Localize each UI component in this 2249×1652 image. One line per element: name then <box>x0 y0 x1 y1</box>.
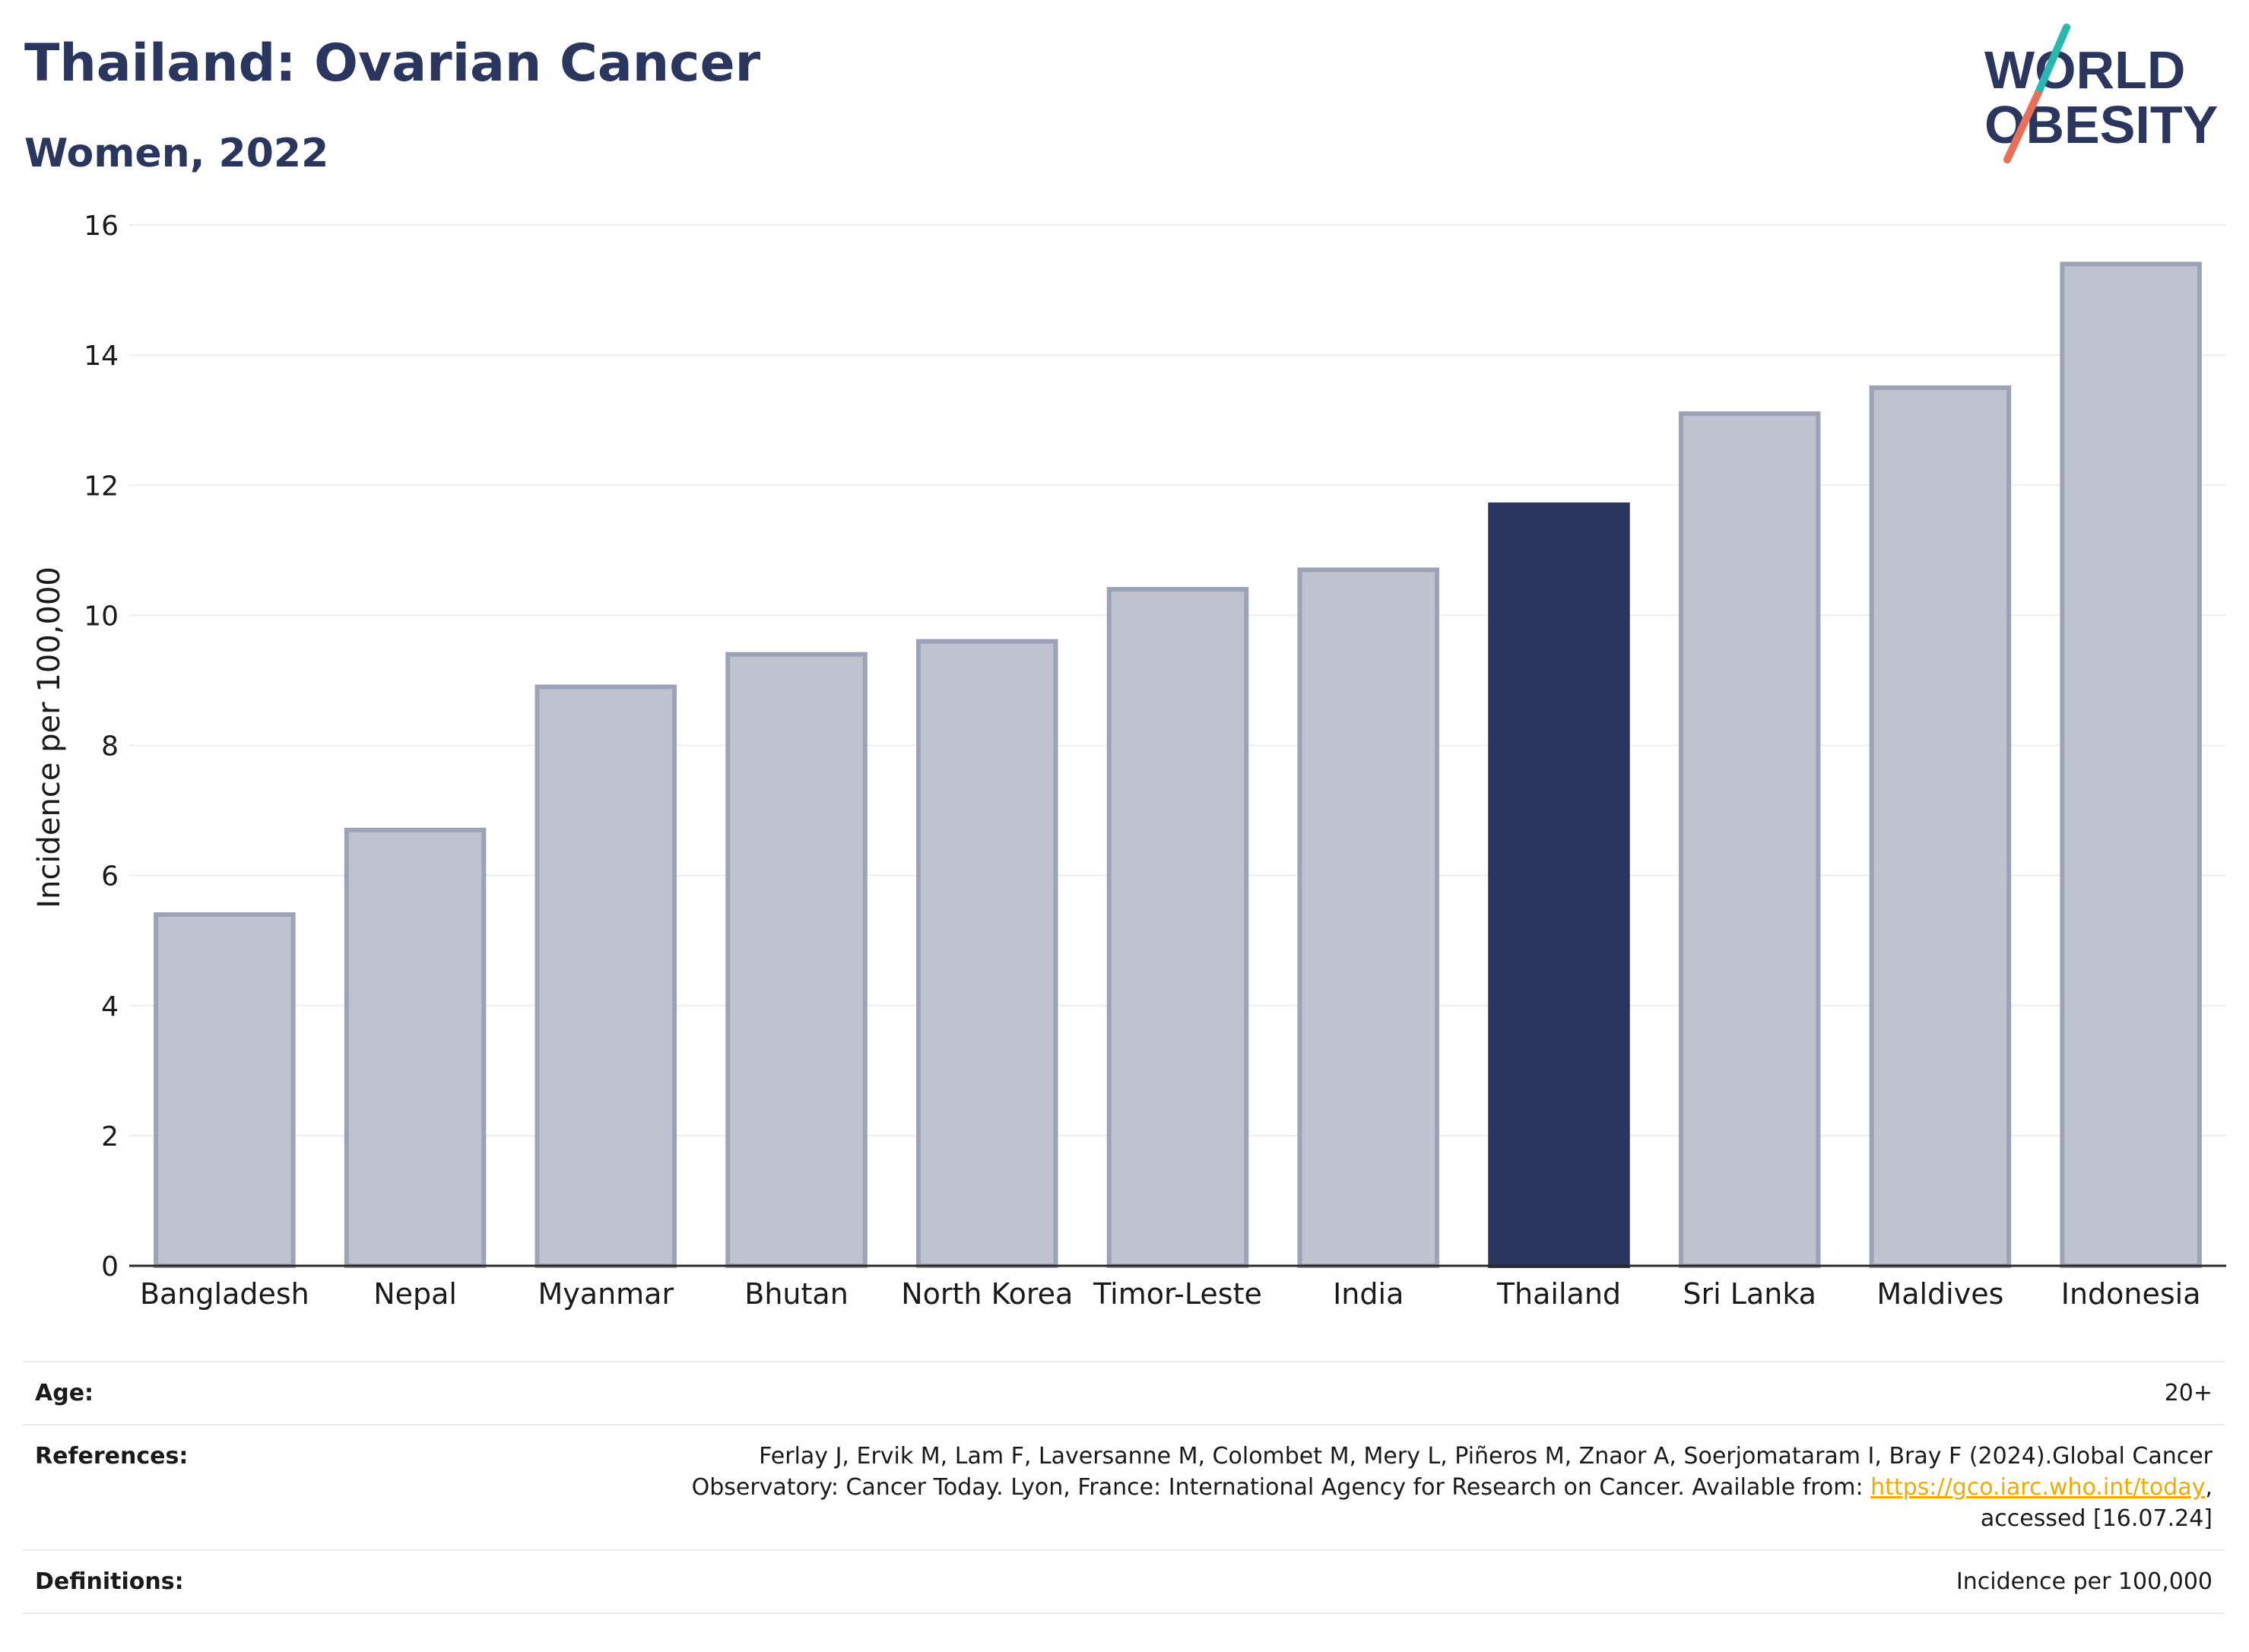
x-tick-label: Nepal <box>373 1277 457 1311</box>
x-tick-label: Sri Lanka <box>1683 1277 1816 1311</box>
bar-chart: 0 2 4 6 8 10 12 14 16 Bangladesh Nepal Myanmar Bhut… <box>32 211 2226 1311</box>
y-tick-label: 0 <box>101 1251 119 1283</box>
bars <box>154 262 2202 1269</box>
y-tick-label: 14 <box>84 341 119 372</box>
references-text-1: Ferlay J, Ervik M, Lam F, Laversanne M, … <box>759 1443 2213 1470</box>
y-tick-labels: 0 2 4 6 8 10 12 14 16 <box>84 211 119 1283</box>
bar-india <box>1297 567 1439 1268</box>
bar-thailand <box>1488 502 1630 1268</box>
y-tick-label: 10 <box>84 601 119 632</box>
info-table: Age: 20+ References: Ferlay J, Ervik M, … <box>23 1361 2225 1614</box>
y-tick-label: 12 <box>84 471 119 502</box>
chart-subtitle: Women, 2022 <box>24 131 329 176</box>
logo-slash-coral <box>2003 90 2041 163</box>
x-tick-label: Bhutan <box>744 1277 849 1311</box>
bar-maldives <box>1869 385 2012 1268</box>
bar-timor-leste <box>1106 587 1249 1268</box>
x-tick-label: Maldives <box>1876 1277 2003 1311</box>
definitions-label: Definitions: <box>35 1568 184 1595</box>
y-tick-label: 4 <box>101 991 119 1023</box>
bar-nepal <box>344 827 487 1268</box>
x-tick-label: India <box>1333 1277 1404 1311</box>
y-tick-label: 6 <box>101 861 119 893</box>
age-value: 20+ <box>2164 1380 2213 1406</box>
x-tick-label: Myanmar <box>538 1277 674 1311</box>
references-value: Ferlay J, Ervik M, Lam F, Laversanne M, … <box>351 1425 2225 1550</box>
info-row-references: References: Ferlay J, Ervik M, Lam F, La… <box>23 1425 2225 1550</box>
y-axis-label: Incidence per 100,000 <box>32 566 67 908</box>
y-tick-label: 16 <box>84 211 119 242</box>
bar-indonesia <box>2060 262 2202 1268</box>
bar-bhutan <box>725 652 868 1268</box>
references-text-2: Observatory: Cancer Today. Lyon, France:… <box>691 1474 1871 1501</box>
x-tick-label: Indonesia <box>2061 1277 2201 1311</box>
x-tick-labels: Bangladesh Nepal Myanmar Bhutan North Korea T… <box>140 1277 2201 1311</box>
age-label: Age: <box>35 1380 94 1406</box>
bar-north-korea <box>916 639 1058 1268</box>
y-tick-label: 2 <box>101 1121 119 1153</box>
references-text-4: accessed [16.07.24] <box>1980 1505 2213 1532</box>
references-label: References: <box>35 1443 189 1470</box>
x-tick-label: North Korea <box>901 1277 1073 1311</box>
y-tick-label: 8 <box>101 731 119 763</box>
x-tick-label: Timor-Leste <box>1093 1277 1262 1311</box>
logo-text-world: WORLD <box>1984 40 2185 100</box>
info-row-definitions: Definitions: Incidence per 100,000 <box>23 1550 2225 1613</box>
bar-sri-lanka <box>1678 411 1821 1268</box>
references-text-3: , <box>2205 1474 2213 1501</box>
world-obesity-logo: WORLD OBESITY <box>1984 24 2218 163</box>
x-tick-label: Bangladesh <box>140 1277 309 1311</box>
info-row-age: Age: 20+ <box>23 1362 2225 1425</box>
chart-title: Thailand: Ovarian Cancer <box>24 33 761 94</box>
definitions-value: Incidence per 100,000 <box>1956 1568 2213 1595</box>
x-tick-label: Thailand <box>1496 1277 1621 1311</box>
bar-bangladesh <box>154 912 296 1269</box>
bar-myanmar <box>534 684 677 1268</box>
references-link[interactable]: https://gco.iarc.who.int/today <box>1870 1474 2206 1501</box>
logo-slash-teal <box>2034 24 2070 98</box>
